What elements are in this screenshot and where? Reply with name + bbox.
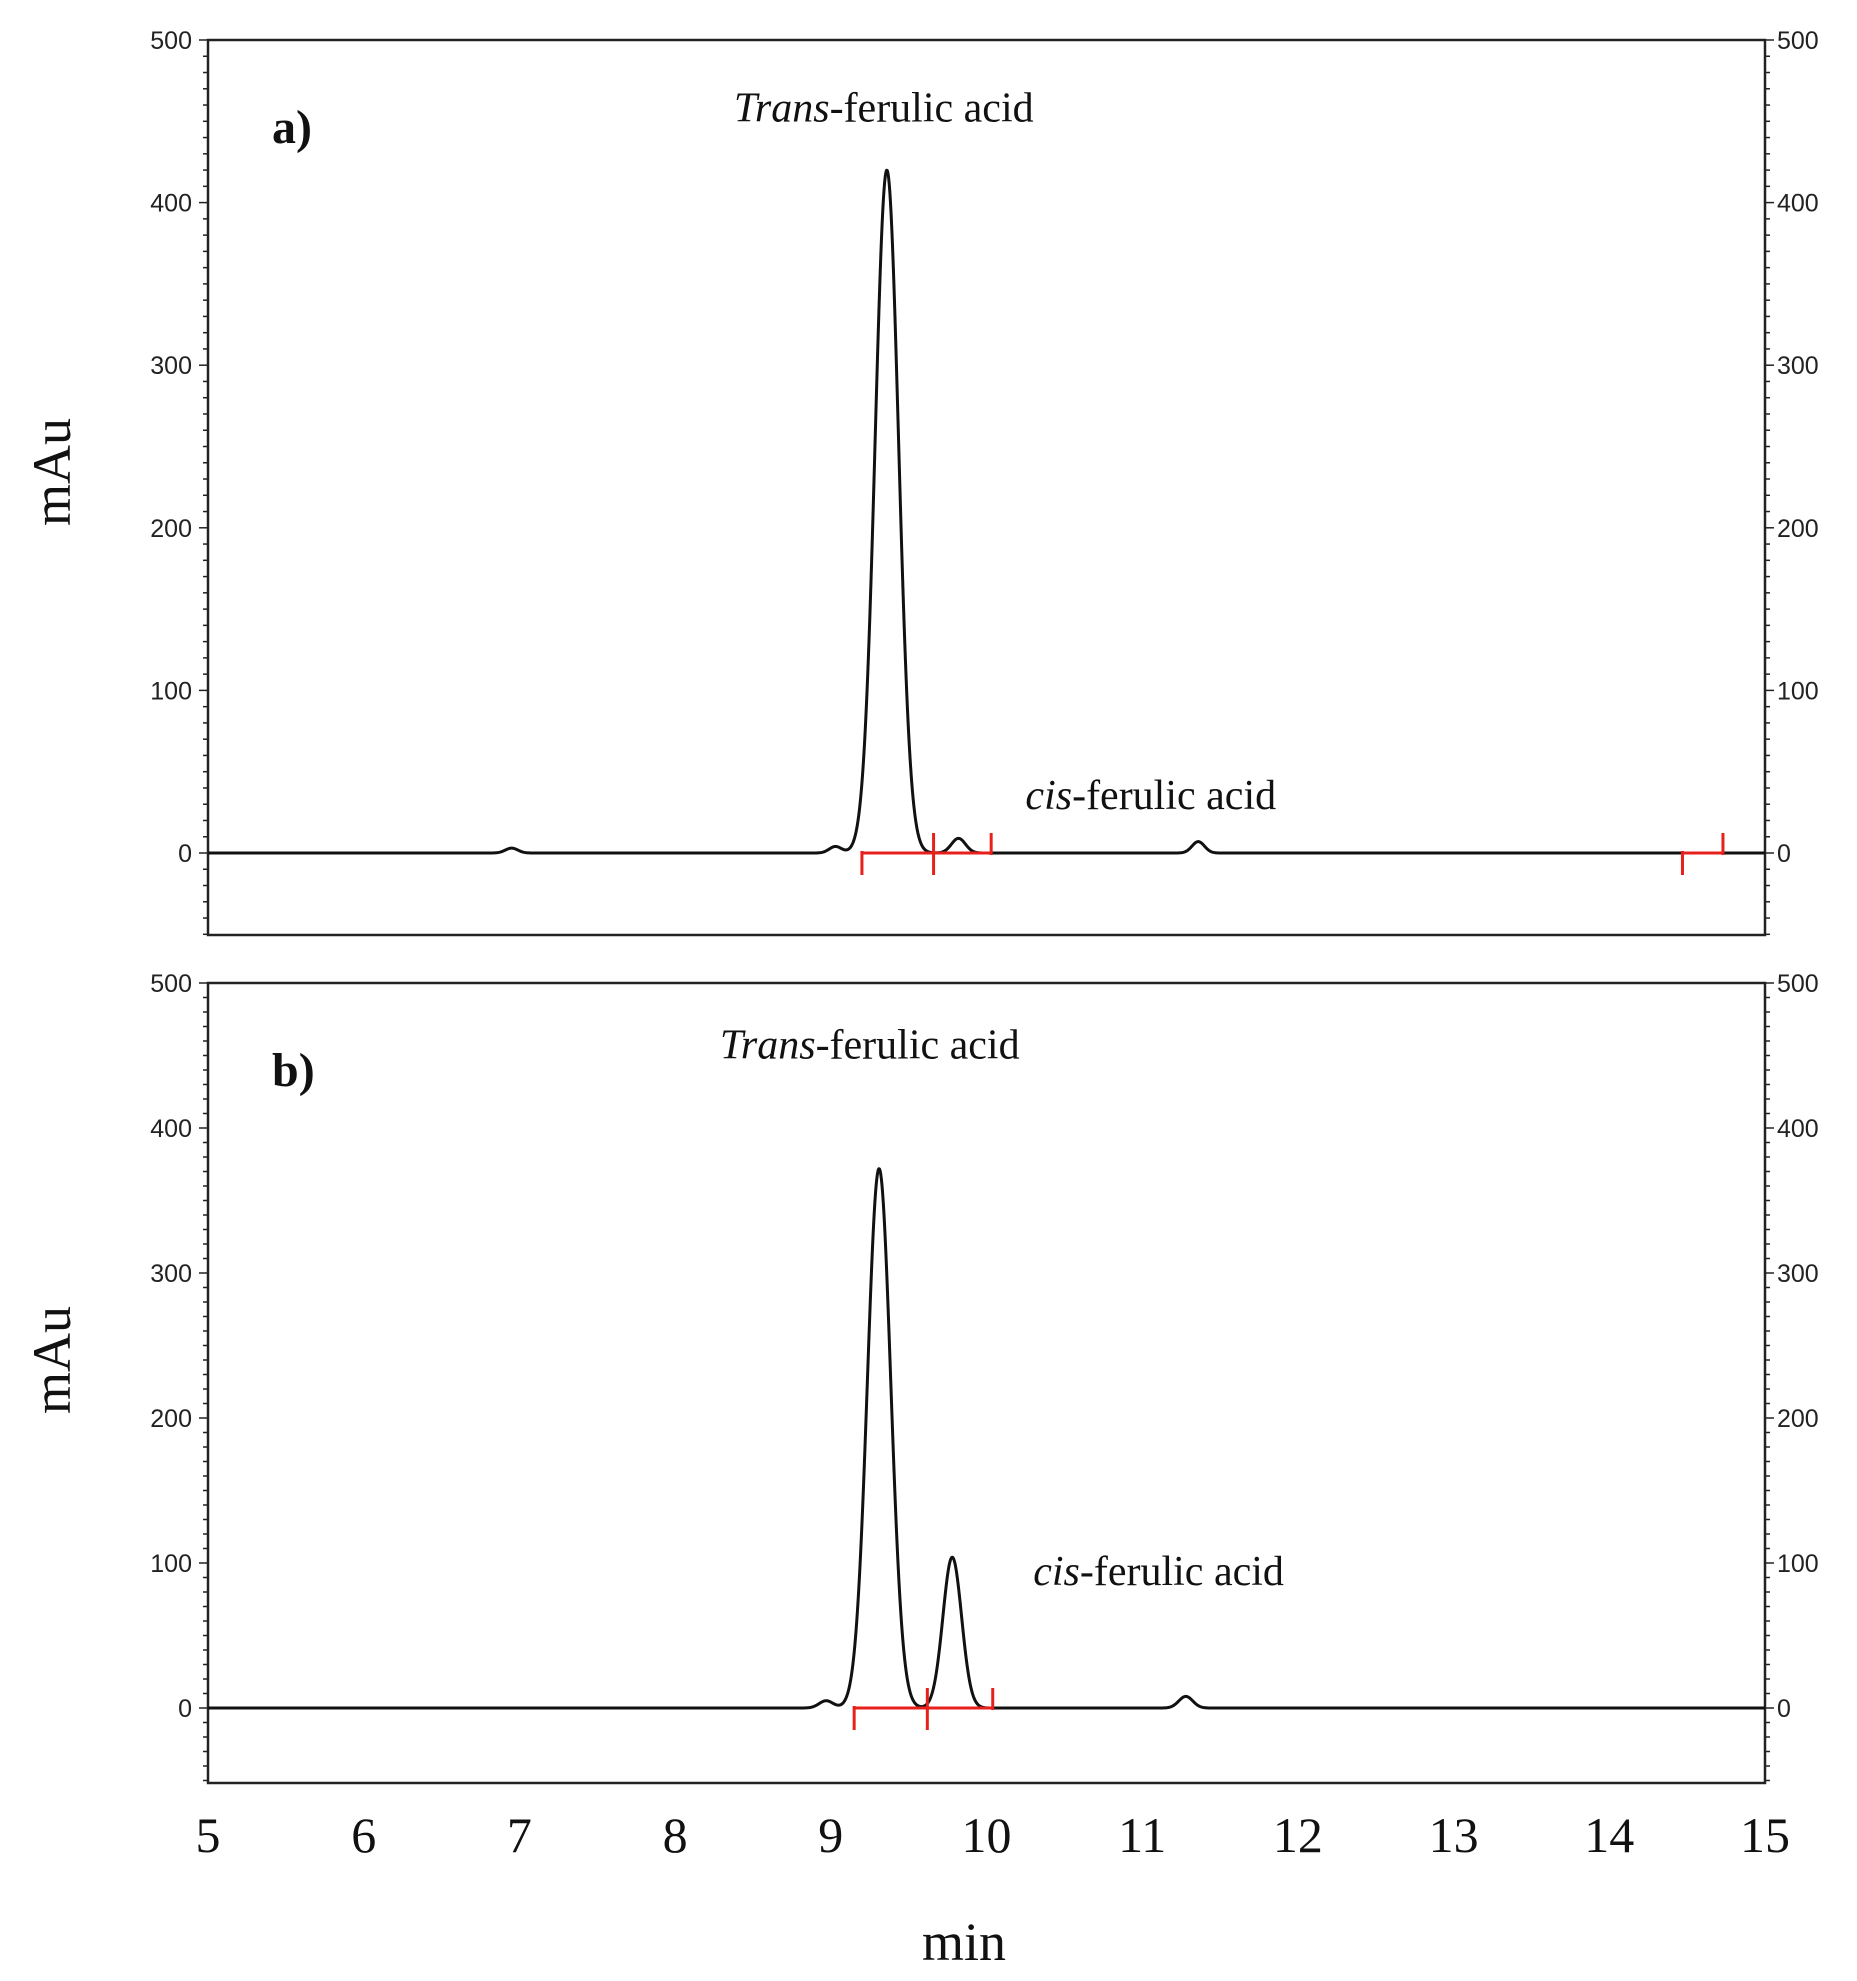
pa-panel-label: a) (272, 101, 312, 154)
pa-annotation-text: -ferulic acid (1072, 773, 1276, 819)
pb-y-tick-label: 200 (150, 1405, 192, 1433)
pa-annotation-italic: cis (1025, 773, 1072, 819)
pb-annotation-italic: Trans (720, 1022, 816, 1068)
x-tick-label: 7 (507, 1807, 532, 1863)
x-tick-label: 8 (663, 1807, 688, 1863)
panel-b-chromatogram: 500 500 400 400 300 300 200 200 100 100 0 0 mAu b) Tra… (22, 970, 1819, 1785)
pb-y-tick-label-right: 500 (1777, 970, 1819, 998)
pa-annotation-italic: Trans (734, 85, 830, 131)
pb-y-tick-label: 0 (178, 1695, 192, 1723)
pa-integration-marker-2 (932, 833, 993, 875)
pb-y-tick-label-right: 0 (1777, 1695, 1791, 1723)
pb-y-tick-label-right: 100 (1777, 1550, 1819, 1578)
panel-a-chromatogram: 500 500 400 400 300 300 200 200 100 100 0 0 mAu a) Tra… (22, 27, 1819, 937)
pa-integration-marker-1 (860, 833, 936, 875)
pa-y-tick-label-right: 0 (1777, 840, 1791, 868)
pa-y-tick-label: 400 (150, 190, 192, 218)
pa-integration-marker-3 (1680, 833, 1725, 875)
pb-y-tick-label-right: 300 (1777, 1260, 1819, 1288)
pa-y-tick-label-right: 200 (1777, 515, 1819, 543)
pb-annotation-text: -ferulic acid (816, 1022, 1020, 1068)
pa-y-axis-title: mAu (22, 418, 82, 526)
x-tick-label: 13 (1429, 1807, 1479, 1863)
pb-y-tick-label-right: 200 (1777, 1405, 1819, 1433)
pb-y-tick-label-right: 400 (1777, 1115, 1819, 1143)
pa-y-tick-label-right: 500 (1777, 27, 1819, 55)
pa-annotation-text: -ferulic acid (830, 85, 1034, 131)
x-axis-title: min (922, 1912, 1006, 1972)
pb-annotation-text: -ferulic acid (1080, 1549, 1284, 1595)
pb-plot-frame (206, 981, 1767, 1785)
x-tick-label: 6 (351, 1807, 376, 1863)
pa-y-tick-label-right: 100 (1777, 677, 1819, 705)
x-tick-label: 15 (1740, 1807, 1790, 1863)
pb-chromatogram-trace (207, 1167, 1766, 1710)
x-axis-tick-labels: 5 6 7 8 9 10 11 12 13 14 15 (196, 1807, 1791, 1863)
pb-peak-annotation-2: cis-ferulic acid (1033, 1549, 1284, 1595)
pb-integration-marker-1 (852, 1688, 929, 1730)
x-tick-label: 12 (1273, 1807, 1323, 1863)
pa-y-tick-label-right: 300 (1777, 352, 1819, 380)
pb-y-tick-label: 100 (150, 1550, 192, 1578)
x-tick-label: 11 (1118, 1807, 1166, 1863)
pb-y-tick-label: 500 (150, 970, 192, 998)
pa-peak-annotation-2: cis-ferulic acid (1025, 773, 1276, 819)
pb-y-tick-label: 300 (150, 1260, 192, 1288)
pa-y-tick-label-right: 400 (1777, 190, 1819, 218)
pb-peak-annotation-1: Trans-ferulic acid (720, 1022, 1020, 1068)
pa-plot-frame (206, 38, 1767, 937)
pa-y-tick-label: 0 (178, 840, 192, 868)
pa-y-tick-label: 300 (150, 352, 192, 380)
pb-integration-marker-2 (925, 1688, 995, 1730)
x-tick-label: 14 (1584, 1807, 1634, 1863)
x-tick-label: 10 (962, 1807, 1012, 1863)
pa-y-tick-label: 200 (150, 515, 192, 543)
x-tick-label: 5 (196, 1807, 221, 1863)
pb-panel-label: b) (272, 1044, 315, 1097)
pb-annotation-italic: cis (1033, 1549, 1080, 1595)
pb-y-tick-label: 400 (150, 1115, 192, 1143)
pa-peak-annotation-1: Trans-ferulic acid (734, 85, 1034, 131)
pa-y-tick-label: 100 (150, 677, 192, 705)
pa-chromatogram-trace (207, 168, 1766, 855)
pb-y-axis-title: mAu (22, 1306, 82, 1414)
pa-y-tick-label: 500 (150, 27, 192, 55)
x-tick-label: 9 (818, 1807, 843, 1863)
